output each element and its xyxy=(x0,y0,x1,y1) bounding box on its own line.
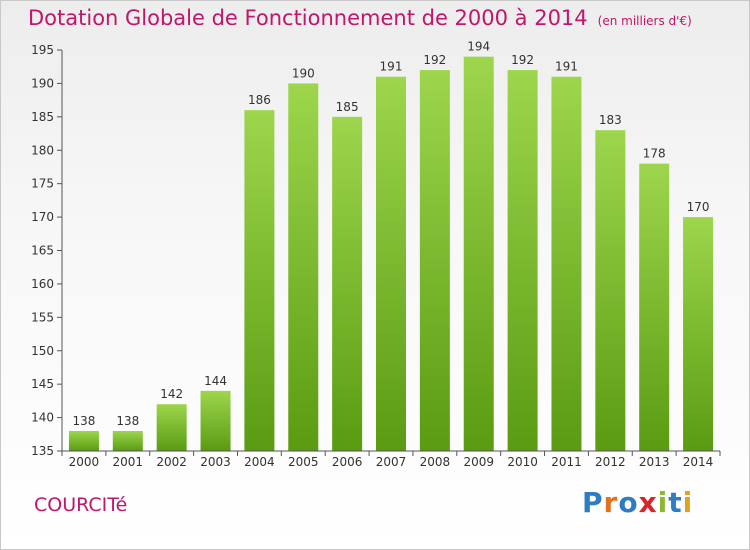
y-tick-label: 160 xyxy=(31,277,54,291)
data-label: 144 xyxy=(204,374,227,388)
y-tick-label: 175 xyxy=(31,177,54,191)
x-tick-label: 2008 xyxy=(420,455,451,469)
x-tick-label: 2010 xyxy=(507,455,538,469)
x-tick-label: 2011 xyxy=(551,455,582,469)
data-label: 138 xyxy=(72,414,95,428)
y-tick-label: 150 xyxy=(31,344,54,358)
logo-letter: o xyxy=(618,486,639,519)
y-tick-label: 145 xyxy=(31,377,54,391)
bar[interactable] xyxy=(112,430,143,451)
data-label: 192 xyxy=(511,53,534,67)
data-label: 194 xyxy=(467,40,490,54)
axis-group: 135 140 145 150 155 160 165 170 175 180 185 190 195 2… xyxy=(31,43,721,469)
data-label: 178 xyxy=(643,147,666,161)
bar[interactable] xyxy=(551,76,582,451)
x-tick-label: 2007 xyxy=(376,455,407,469)
logo-letter: x xyxy=(638,486,658,519)
logo-letter: r xyxy=(603,486,619,519)
data-label: 191 xyxy=(380,60,403,74)
y-tick-label: 165 xyxy=(31,244,54,258)
chart-subtitle: (en milliers d'€) xyxy=(597,14,692,28)
x-tick-label: 2004 xyxy=(244,455,275,469)
data-label: 185 xyxy=(336,100,359,114)
bars-group: 138 138 142 144 186 190 185 191 192 194 192 191 183 1… xyxy=(68,40,714,452)
bar[interactable] xyxy=(156,404,187,451)
data-label: 192 xyxy=(423,53,446,67)
bar[interactable] xyxy=(244,110,275,452)
bar[interactable] xyxy=(419,70,450,452)
x-tick-label: 2003 xyxy=(200,455,231,469)
bar[interactable] xyxy=(595,130,626,451)
y-tick-label: 190 xyxy=(31,76,54,90)
y-tick-label: 155 xyxy=(31,310,54,324)
y-tick-label: 185 xyxy=(31,110,54,124)
y-tick-label: 140 xyxy=(31,411,54,425)
y-tick-label: 195 xyxy=(31,43,54,57)
bar[interactable] xyxy=(200,390,231,451)
x-tick-label: 2005 xyxy=(288,455,319,469)
data-label: 186 xyxy=(248,93,271,107)
x-tick-label: 2001 xyxy=(113,455,144,469)
x-tick-label: 2014 xyxy=(683,455,714,469)
data-label: 191 xyxy=(555,60,578,74)
chart-title: Dotation Globale de Fonctionnement de 20… xyxy=(28,6,692,30)
logo-letter: P xyxy=(582,486,604,519)
bar[interactable] xyxy=(463,56,494,451)
data-label: 190 xyxy=(292,66,315,80)
bar[interactable] xyxy=(507,70,538,452)
logo-letter: t xyxy=(668,486,683,519)
commune-name: COURCITé xyxy=(34,494,128,516)
bar[interactable] xyxy=(288,83,319,452)
x-tick-label: 2009 xyxy=(463,455,494,469)
bar[interactable] xyxy=(683,217,714,451)
x-tick-label: 2000 xyxy=(69,455,100,469)
x-tick-label: 2013 xyxy=(639,455,670,469)
x-tick-label: 2012 xyxy=(595,455,626,469)
logo-letter: i xyxy=(682,486,694,519)
bar[interactable] xyxy=(332,116,363,451)
logo-letter: i xyxy=(657,486,669,519)
data-label: 138 xyxy=(116,414,139,428)
x-tick-label: 2006 xyxy=(332,455,363,469)
bar[interactable] xyxy=(639,163,670,451)
chart-title-text: Dotation Globale de Fonctionnement de 20… xyxy=(28,6,588,30)
data-label: 142 xyxy=(160,387,183,401)
y-tick-label: 135 xyxy=(31,444,54,458)
bar[interactable] xyxy=(376,76,406,451)
proxiti-logo[interactable]: Proxiti xyxy=(582,486,693,519)
data-label: 170 xyxy=(687,200,710,214)
y-tick-label: 170 xyxy=(31,210,54,224)
bar[interactable] xyxy=(68,430,99,451)
x-tick-label: 2002 xyxy=(156,455,187,469)
data-label: 183 xyxy=(599,113,622,127)
y-tick-label: 180 xyxy=(31,143,54,157)
